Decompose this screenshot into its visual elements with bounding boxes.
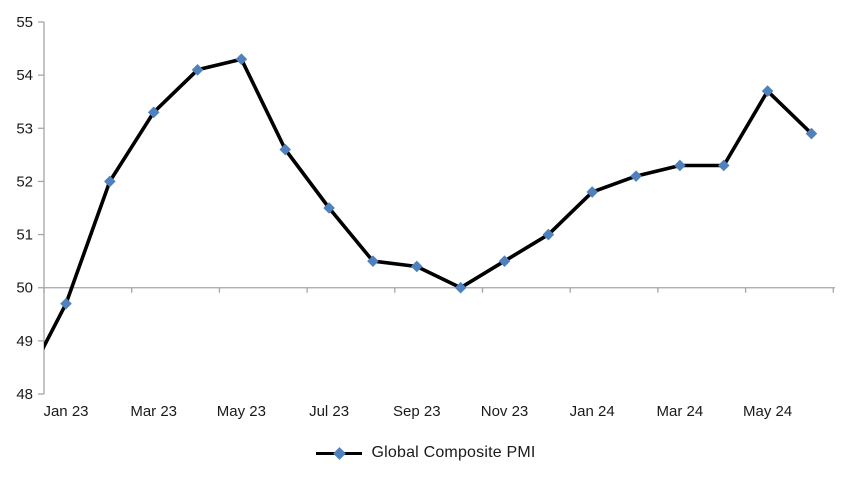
y-tick-label: 50 bbox=[16, 280, 33, 297]
data-point-marker bbox=[60, 297, 72, 310]
x-tick-label: Mar 23 bbox=[130, 403, 177, 420]
data-point-marker bbox=[411, 260, 423, 273]
data-point-marker bbox=[104, 175, 116, 188]
x-tick-label: Mar 24 bbox=[657, 403, 704, 420]
y-tick-label: 48 bbox=[16, 386, 33, 403]
data-point-marker bbox=[498, 255, 511, 267]
y-tick-label: 55 bbox=[16, 14, 33, 31]
x-tick-label: May 23 bbox=[217, 403, 266, 420]
data-point-marker bbox=[235, 53, 248, 65]
x-tick-label: Jan 23 bbox=[43, 403, 88, 420]
x-tick-label: Jan 24 bbox=[570, 403, 615, 420]
pmi-series bbox=[44, 53, 818, 351]
pmi-series-line bbox=[44, 57, 813, 351]
data-point-marker bbox=[323, 202, 335, 214]
x-tick-label: Jul 23 bbox=[309, 403, 349, 420]
data-point-marker bbox=[454, 281, 467, 294]
x-tick-label: May 24 bbox=[743, 403, 792, 420]
data-point-marker bbox=[367, 255, 379, 267]
legend: Global Composite PMI bbox=[0, 444, 852, 462]
x-tick-label: Sep 23 bbox=[393, 403, 441, 420]
y-tick-label: 51 bbox=[16, 227, 33, 244]
legend-line-sample bbox=[316, 446, 363, 460]
pmi-line-chart: 48 49 50 51 52 53 54 55 Jan 23 Mar 23 May 23 Jul 23… bbox=[16, 14, 835, 420]
y-tick-label: 54 bbox=[16, 67, 33, 84]
data-point-marker bbox=[674, 159, 686, 172]
data-point-marker bbox=[717, 159, 730, 172]
y-tick-label: 53 bbox=[16, 120, 33, 137]
y-tick-label: 52 bbox=[16, 173, 33, 190]
data-point-marker bbox=[630, 170, 642, 182]
data-point-marker bbox=[279, 143, 292, 156]
legend-label: Global Composite PMI bbox=[371, 444, 536, 461]
diamond-icon bbox=[333, 446, 346, 460]
x-tick-label: Nov 23 bbox=[481, 403, 529, 420]
y-tick-label: 49 bbox=[16, 333, 33, 350]
